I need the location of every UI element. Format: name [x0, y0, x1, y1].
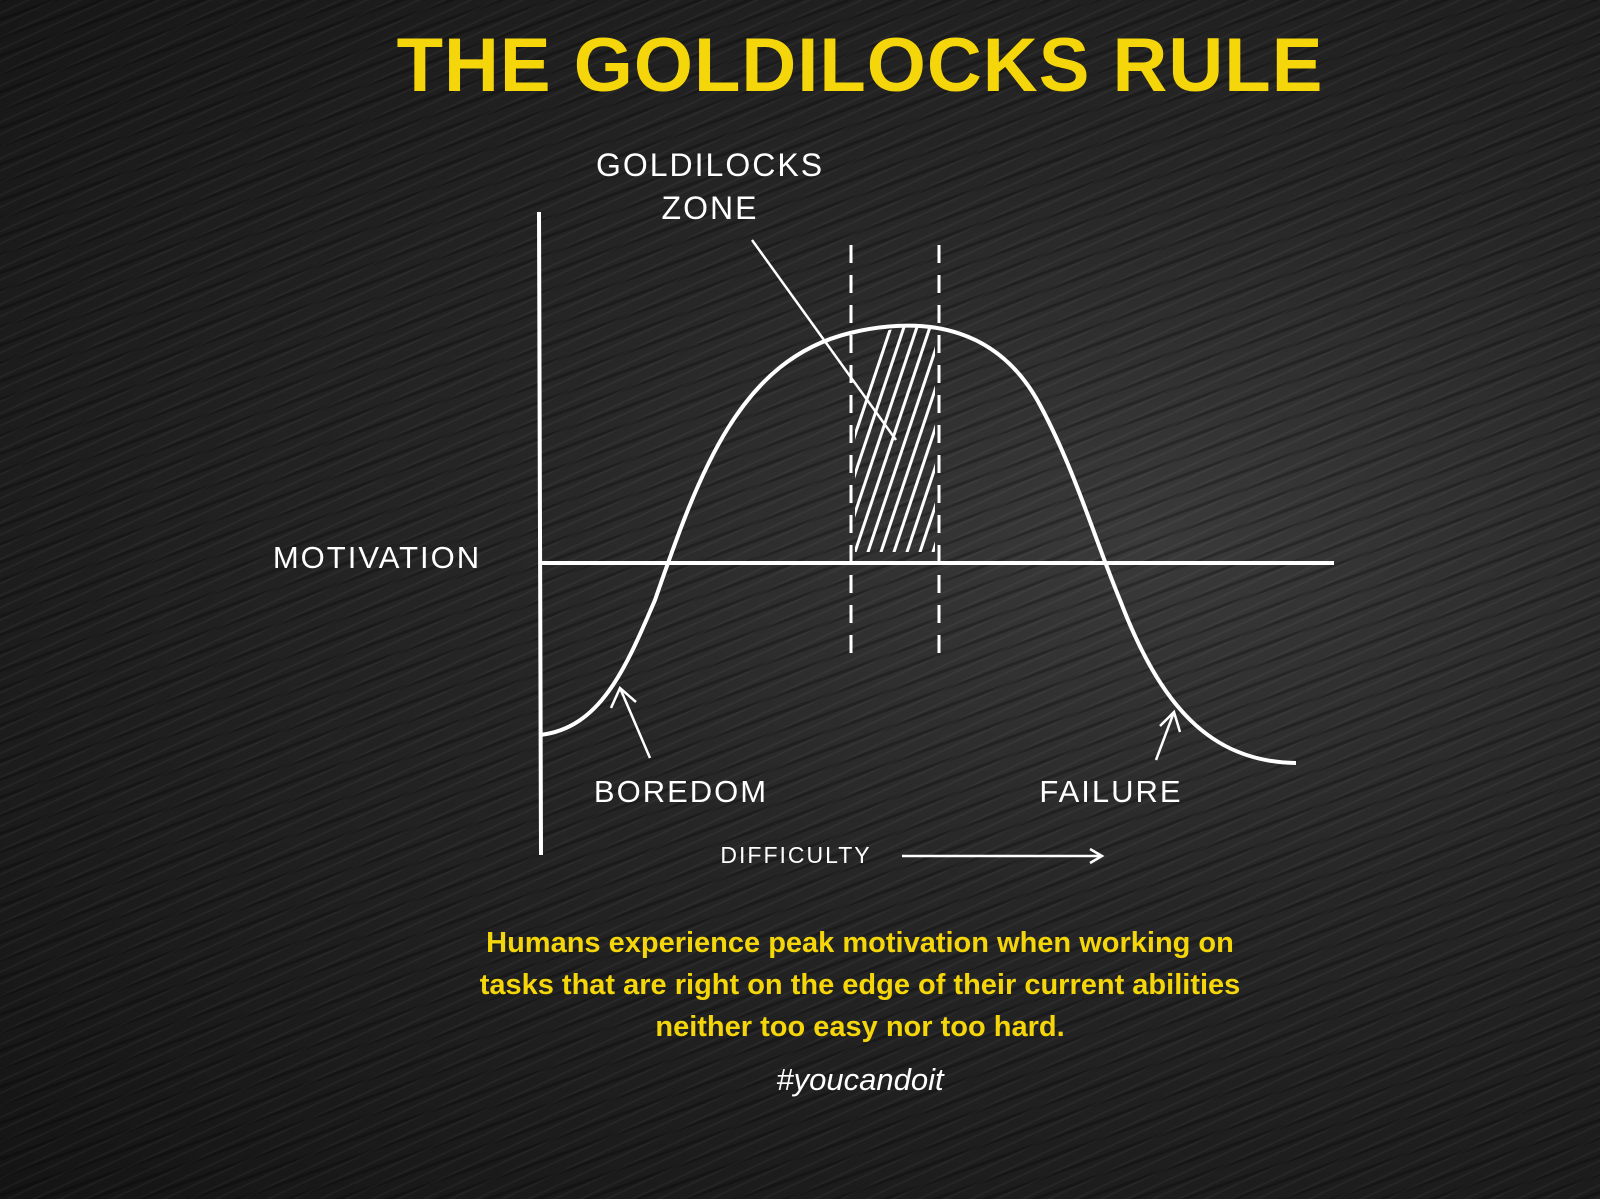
y-axis-label: MOTIVATION [273, 540, 481, 575]
failure-label: FAILURE [1039, 774, 1182, 809]
x-axis-label: DIFFICULTY [720, 842, 871, 868]
caption-line-3: neither too easy nor too hard. [655, 1011, 1065, 1043]
boredom-arrow [609, 685, 652, 759]
zone-pointer-line [750, 239, 898, 441]
zone-label-line1: GOLDILOCKS [596, 147, 824, 183]
failure-arrow [1154, 709, 1182, 761]
y-axis [537, 211, 543, 856]
difficulty-arrow [902, 847, 1105, 865]
page-title: THE GOLDILOCKS RULE [396, 23, 1324, 108]
goldilocks-zone-hatch [855, 326, 935, 552]
caption: Humans experience peak motivation when w… [330, 922, 1390, 1048]
caption-line-2: tasks that are right on the edge of thei… [479, 969, 1241, 1001]
hashtag: #youcandoit [776, 1062, 944, 1097]
zone-label-line2: ZONE [662, 190, 759, 226]
caption-line-1: Humans experience peak motivation when w… [486, 927, 1234, 959]
boredom-label: BOREDOM [594, 774, 768, 809]
motivation-curve [539, 323, 1297, 765]
